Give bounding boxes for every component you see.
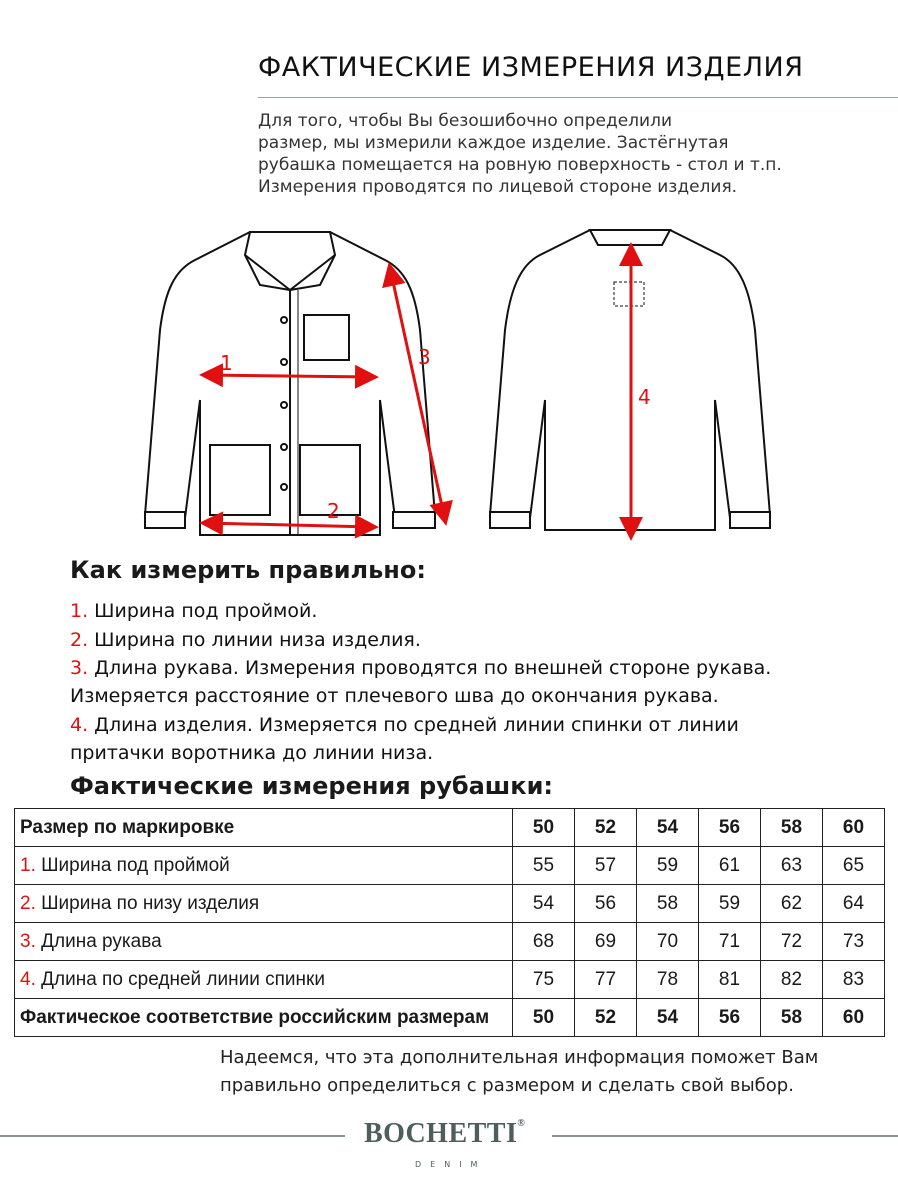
step-item: Измеряется расстояние от плечевого шва д… [70, 685, 719, 707]
table-cell: 54 [512, 884, 575, 923]
table-cell: 56 [574, 884, 637, 923]
step-item: 1. Ширина под проймой. [70, 600, 317, 622]
table-cell: 71 [698, 922, 761, 961]
table-cell: 60 [822, 998, 885, 1037]
intro-line: размер, мы измерили каждое изделие. Заст… [258, 133, 729, 153]
row-number: 2. [20, 892, 36, 914]
intro-line: Для того, чтобы Вы безошибочно определил… [258, 111, 673, 131]
table-cell: 56 [698, 998, 761, 1037]
step-text: Ширина под проймой. [88, 600, 318, 622]
table-cell: 60 [822, 808, 885, 847]
table-row: Размер по маркировке 50 52 54 56 58 60 [14, 808, 885, 847]
row-label: 3. Длина рукава [14, 922, 513, 961]
step-number: 4. [70, 714, 89, 736]
label-4: 4 [638, 385, 651, 409]
brand-name: BOCHETTI [364, 1118, 518, 1149]
table-cell: 69 [574, 922, 637, 961]
table-row: 3. Длина рукава 68 69 70 71 72 73 [14, 922, 885, 961]
intro-line: Измерения проводятся по лицевой стороне … [258, 177, 738, 197]
table-cell: 59 [698, 884, 761, 923]
row-label-text: Длина по средней линии спинки [35, 968, 325, 990]
table-cell: 52 [574, 998, 637, 1037]
table-cell: 56 [698, 808, 761, 847]
step-item: 4. Длина изделия. Измеряется по средней … [70, 714, 739, 736]
intro-line: рубашка помещается на ровную поверхность… [258, 155, 782, 175]
row-label: 2. Ширина по низу изделия [14, 884, 513, 923]
step-item: притачки воротника до линии низа. [70, 742, 433, 764]
row-label-text: Ширина под проймой [35, 854, 230, 876]
step-number: 2. [70, 629, 89, 651]
row-number: 1. [20, 854, 36, 876]
table-cell: 58 [760, 998, 823, 1037]
step-text: Измеряется расстояние от плечевого шва д… [70, 685, 719, 707]
row-label: 1. Ширина под проймой [14, 846, 513, 885]
table-cell: 73 [822, 922, 885, 961]
howto-heading: Как измерить правильно: [70, 556, 426, 584]
table-cell: 57 [574, 846, 637, 885]
table-cell: 70 [636, 922, 699, 961]
step-item: 3. Длина рукава. Измерения проводятся по… [70, 657, 771, 679]
label-2: 2 [327, 499, 340, 523]
table-cell: 55 [512, 846, 575, 885]
table-cell: 83 [822, 960, 885, 999]
table-row: Фактическое соответствие российским разм… [14, 998, 885, 1037]
table-cell: 72 [760, 922, 823, 961]
table-cell: 52 [574, 808, 637, 847]
table-heading: Фактические измерения рубашки: [70, 772, 553, 800]
row-label: Размер по маркировке [14, 808, 513, 847]
closing-line: правильно определиться с размером и сдел… [220, 1075, 794, 1096]
row-label-text: Фактическое соответствие российским разм… [20, 1006, 490, 1028]
row-label-text: Ширина по низу изделия [35, 892, 260, 914]
label-3: 3 [418, 345, 431, 369]
shirt-diagram: 1 2 3 4 [143, 229, 772, 541]
table-cell: 68 [512, 922, 575, 961]
row-number: 4. [20, 968, 36, 990]
step-item: 2. Ширина по линии низа изделия. [70, 629, 421, 651]
table-cell: 82 [760, 960, 823, 999]
page-title: ФАКТИЧЕСКИЕ ИЗМЕРЕНИЯ ИЗДЕЛИЯ [258, 52, 804, 83]
table-cell: 77 [574, 960, 637, 999]
step-text: притачки воротника до линии низа. [70, 742, 434, 764]
step-text: Длина рукава. Измерения проводятся по вн… [88, 657, 772, 679]
table-cell: 63 [760, 846, 823, 885]
size-table: Размер по маркировке 50 52 54 56 58 60 1. Ширин… [14, 808, 885, 1037]
table-cell: 54 [636, 998, 699, 1037]
step-text: Длина изделия. Измеряется по средней лин… [88, 714, 739, 736]
row-label: Фактическое соответствие российским разм… [14, 998, 513, 1037]
title-divider [258, 97, 898, 98]
step-number: 1. [70, 600, 89, 622]
table-cell: 59 [636, 846, 699, 885]
table-row: 4. Длина по средней линии спинки 75 77 78 81… [14, 960, 885, 999]
table-row: 1. Ширина под проймой 55 57 59 61 63 65 [14, 846, 885, 885]
footer-rule [552, 1135, 898, 1137]
closing-line: Надеемся, что эта дополнительная информа… [220, 1047, 819, 1068]
row-label: 4. Длина по средней линии спинки [14, 960, 513, 999]
table-cell: 62 [760, 884, 823, 923]
step-number: 3. [70, 657, 89, 679]
row-label-text: Размер по маркировке [20, 816, 235, 838]
row-number: 3. [20, 930, 36, 952]
table-cell: 58 [636, 884, 699, 923]
registered-mark: ® [517, 1118, 526, 1129]
label-1: 1 [220, 351, 233, 375]
brand-subtitle: DENIM [415, 1160, 487, 1169]
table-cell: 58 [760, 808, 823, 847]
footer-rule [0, 1135, 345, 1137]
intro-text: Для того, чтобы Вы безошибочно определил… [258, 110, 878, 198]
table-cell: 54 [636, 808, 699, 847]
step-text: Ширина по линии низа изделия. [88, 629, 421, 651]
brand-logo: BOCHETTI® [364, 1118, 525, 1150]
table-cell: 61 [698, 846, 761, 885]
closing-text: Надеемся, что эта дополнительная информа… [220, 1044, 880, 1100]
table-cell: 65 [822, 846, 885, 885]
table-cell: 75 [512, 960, 575, 999]
table-cell: 50 [512, 998, 575, 1037]
measurement-arrows [199, 242, 643, 541]
row-label-text: Длина рукава [35, 930, 162, 952]
table-cell: 78 [636, 960, 699, 999]
table-cell: 81 [698, 960, 761, 999]
table-row: 2. Ширина по низу изделия 54 56 58 59 62 64 [14, 884, 885, 923]
table-cell: 50 [512, 808, 575, 847]
table-cell: 64 [822, 884, 885, 923]
